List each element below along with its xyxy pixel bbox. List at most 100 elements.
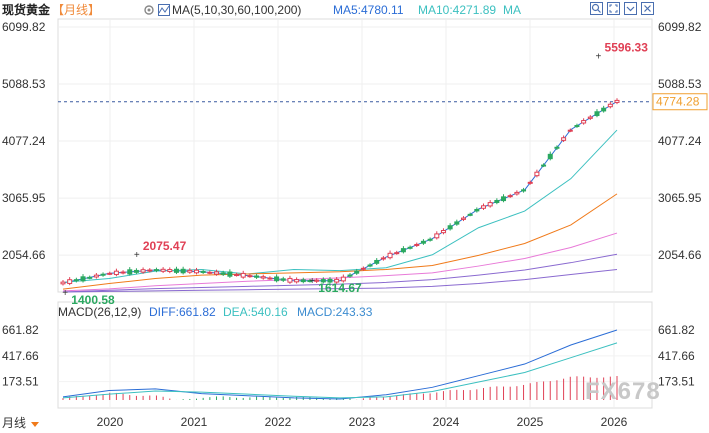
annotation-marker: +: [134, 250, 140, 261]
close-icon[interactable]: [641, 2, 654, 15]
candle-body: [561, 137, 567, 141]
candle-body: [334, 278, 340, 283]
candle-body: [601, 107, 607, 112]
candle-body: [187, 269, 193, 273]
candle-body: [133, 269, 139, 273]
ma-line-ma5: [62, 100, 618, 284]
candle-body: [307, 280, 313, 283]
candle-body: [454, 221, 460, 225]
candle-body: [214, 271, 220, 275]
candle-body: [220, 272, 226, 275]
macd-value: MACD:243.33: [297, 305, 373, 319]
candle-body: [367, 264, 373, 267]
ma-line-ma60: [62, 232, 618, 292]
candle-body: [594, 111, 600, 117]
x-tick-label: 2020: [97, 415, 124, 429]
candle-body: [260, 276, 266, 279]
candle-body: [567, 129, 573, 132]
candle-body: [287, 277, 293, 283]
candle-body: [487, 202, 493, 207]
price-y-tick-right: 6099.82: [658, 20, 702, 34]
candle-body: [414, 243, 420, 246]
indicator-icon[interactable]: [158, 2, 170, 18]
price-annotation: 5596.33: [605, 40, 649, 54]
candle-body: [447, 225, 453, 230]
candle-body: [247, 275, 253, 278]
chevron-down-icon[interactable]: [624, 2, 637, 15]
price-y-tick-right: 5088.53: [658, 77, 702, 91]
candle-body: [314, 279, 320, 282]
symbol-title: 现货黄金: [2, 3, 51, 17]
price-annotation: 1614.67: [318, 281, 362, 295]
annotation-marker: +: [309, 276, 315, 287]
macd-diff-line: [62, 329, 618, 400]
macd-dea-line: [62, 342, 618, 399]
candle-body: [280, 278, 286, 281]
macd-dea: DEA:540.16: [223, 305, 288, 319]
candle-body: [360, 267, 366, 270]
candle-body: [467, 213, 473, 216]
ma5-value: MA5:4780.11: [333, 3, 404, 17]
period-label[interactable]: 【月线】: [52, 3, 101, 17]
candle-body: [300, 279, 306, 283]
x-tick-label: 2022: [265, 415, 292, 429]
macd-y-tick-right: 417.66: [658, 349, 695, 363]
ma10-value: MA10:4271.89: [418, 3, 497, 17]
candle-body: [407, 246, 413, 249]
candle-body: [554, 146, 560, 149]
price-y-tick-right: 2054.66: [658, 248, 702, 262]
candle-body: [534, 171, 540, 177]
candle-body: [93, 274, 99, 278]
search-icon[interactable]: [590, 2, 603, 15]
candle-body: [147, 269, 153, 272]
price-y-tick-left: 4077.24: [2, 134, 46, 148]
candle-body: [234, 274, 240, 277]
price-y-tick-right: 4077.24: [658, 134, 702, 148]
x-tick-label: 2024: [433, 415, 460, 429]
gear-icon[interactable]: [143, 2, 155, 18]
ma-line-ma200: [62, 268, 618, 293]
caret-down-icon[interactable]: [30, 417, 40, 433]
candle-body: [227, 271, 233, 277]
candle-body: [113, 270, 119, 276]
current-price-label: 4774.28: [656, 95, 700, 109]
candle-body: [67, 279, 73, 284]
candle-body: [73, 279, 79, 282]
candle-body: [254, 275, 260, 278]
candle-body: [107, 272, 113, 275]
candle-body: [80, 276, 86, 282]
macd-y-tick-right: 661.82: [658, 323, 695, 337]
footer-period-label[interactable]: 月线: [2, 416, 27, 430]
price-annotation: 2075.47: [143, 239, 187, 253]
candle-body: [340, 276, 346, 282]
candle-body: [140, 269, 146, 273]
price-y-tick-left: 3065.95: [2, 191, 46, 205]
price-y-tick-left: 5088.53: [2, 77, 46, 91]
ma-line-ma30: [62, 193, 618, 290]
candle-body: [193, 269, 199, 274]
expand-icon[interactable]: [607, 2, 620, 15]
candle-body: [207, 271, 213, 274]
watermark: FX678: [585, 378, 661, 405]
annotation-marker: +: [62, 288, 68, 299]
price-y-tick-right: 3065.95: [658, 191, 702, 205]
candle-body: [380, 257, 386, 260]
candle-body: [547, 153, 553, 160]
candle-body: [400, 248, 406, 253]
candle-body: [60, 281, 66, 285]
current-price-tag: [652, 93, 708, 111]
candle-body: [527, 181, 533, 184]
candle-body: [167, 269, 173, 273]
candle-body: [387, 252, 393, 259]
candle-body: [607, 103, 613, 108]
ma-params: MA(5,10,30,60,100,200): [172, 3, 302, 17]
x-tick-label: 2023: [349, 415, 376, 429]
candle-body: [481, 205, 487, 209]
candle-body: [200, 270, 206, 273]
x-tick-label: 2025: [517, 415, 544, 429]
price-y-tick-left: 2054.66: [2, 248, 46, 262]
macd-y-tick-left: 417.66: [2, 349, 39, 363]
candle-body: [354, 270, 360, 274]
ma-more: MA: [503, 3, 521, 17]
